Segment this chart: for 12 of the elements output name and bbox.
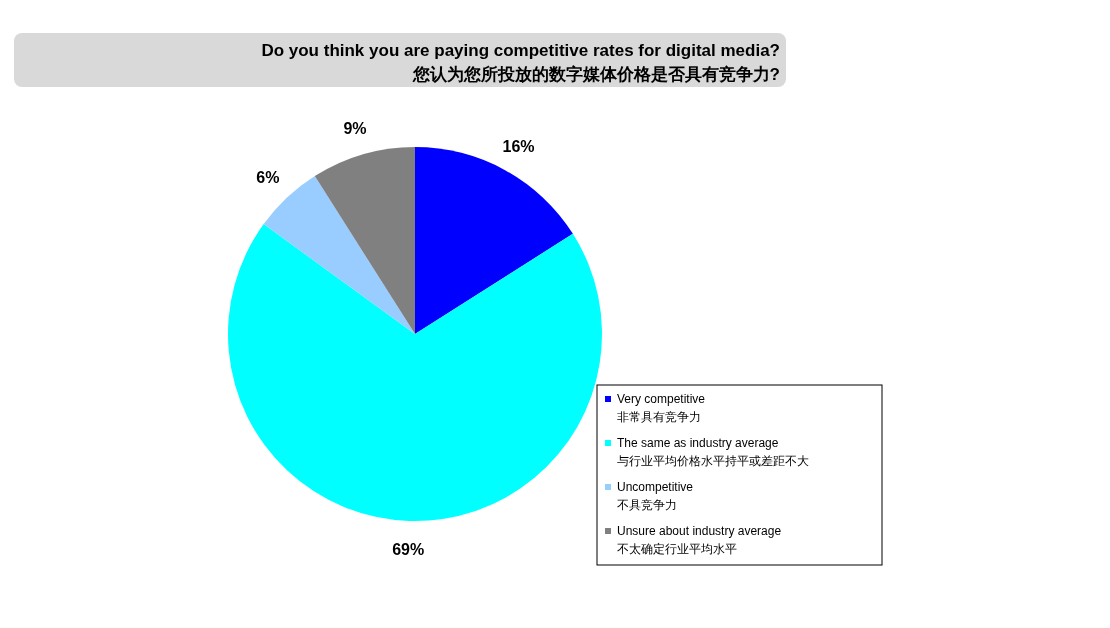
data-label: 6%: [256, 169, 280, 187]
pie-slice: [314, 147, 415, 334]
data-label: 9%: [343, 119, 367, 137]
chart-subtitle: 您认为您所投放的数字媒体价格是否具有竞争力?: [411, 65, 780, 84]
legend-label: Uncompetitive 不具竞争力: [617, 480, 694, 512]
legend-label: Very competitive 非常具有竞争力: [617, 392, 706, 424]
pie-slice: [228, 224, 602, 521]
legend-label: Unsure about industry average 不太确定行业平均水平: [617, 524, 782, 556]
legend-label: The same as industry average 与行业平均价格水平持平或差距不大: [617, 436, 809, 468]
chart-title: Do you think you are paying competitive rates for digital media?: [261, 41, 780, 60]
data-label: 69%: [392, 540, 425, 558]
data-label: 16%: [502, 137, 535, 155]
